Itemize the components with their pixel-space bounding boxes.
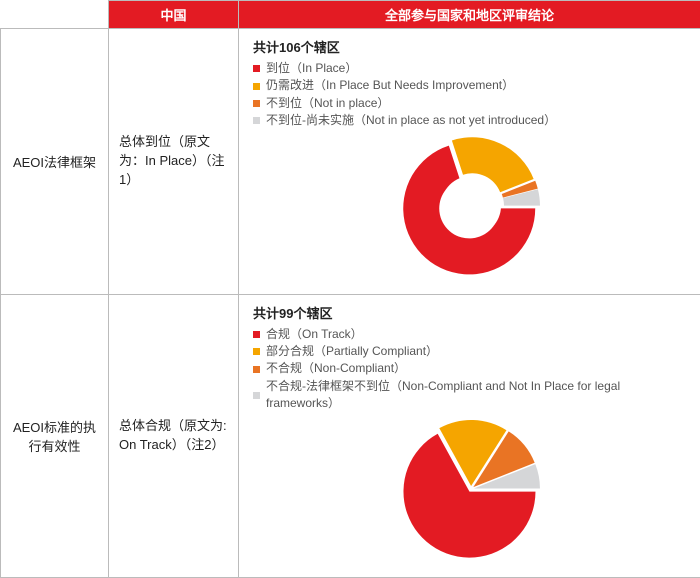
header-china: 中国	[109, 1, 239, 29]
global-conclusion: 共计99个辖区合规（On Track）部分合规（Partially Compli…	[239, 294, 700, 577]
china-conclusion: 总体合规（原文为: On Track）（注2）	[109, 294, 239, 577]
legend-swatch	[253, 100, 260, 107]
legend-swatch	[253, 348, 260, 355]
legend-label: 部分合规（Partially Compliant）	[266, 343, 438, 360]
table-row: AEOI标准的执行有效性总体合规（原文为: On Track）（注2）共计99个…	[1, 294, 700, 577]
chart-wrap	[253, 417, 688, 567]
legend-label: 不到位-尚未实施（Not in place as not yet introdu…	[266, 112, 556, 129]
table-row: AEOI法律框架总体到位（原文为：In Place）（注1）共计106个辖区到位…	[1, 29, 700, 295]
legend-label: 合规（On Track）	[266, 326, 363, 343]
legend: 合规（On Track）部分合规（Partially Compliant）不合规…	[253, 326, 688, 413]
legend-swatch	[253, 83, 260, 90]
legend-item: 不合规（Non-Compliant）	[253, 360, 688, 377]
row-label: AEOI标准的执行有效性	[1, 294, 109, 577]
donut-hole	[441, 176, 501, 236]
legend-item: 部分合规（Partially Compliant）	[253, 343, 688, 360]
row-label: AEOI法律框架	[1, 29, 109, 295]
legend-label: 不合规（Non-Compliant）	[266, 360, 406, 377]
chart-wrap	[253, 134, 688, 284]
legend-label: 不合规-法律框架不到位（Non-Compliant and Not In Pla…	[266, 378, 688, 413]
legend-item: 到位（In Place）	[253, 60, 688, 77]
donut-chart	[385, 134, 557, 284]
legend-item: 合规（On Track）	[253, 326, 688, 343]
legend-swatch	[253, 117, 260, 124]
legend-swatch	[253, 392, 260, 399]
legend: 到位（In Place）仍需改进（In Place But Needs Impr…	[253, 60, 688, 130]
header-conclusion: 全部参与国家和地区评审结论	[239, 1, 700, 29]
subtitle: 共计106个辖区	[253, 37, 688, 56]
legend-swatch	[253, 65, 260, 72]
legend-label: 仍需改进（In Place But Needs Improvement）	[266, 77, 514, 94]
subtitle: 共计99个辖区	[253, 303, 688, 322]
legend-item: 不到位-尚未实施（Not in place as not yet introdu…	[253, 112, 688, 129]
pie-chart	[385, 417, 557, 567]
legend-label: 到位（In Place）	[266, 60, 357, 77]
legend-item: 不到位（Not in place）	[253, 95, 688, 112]
aeoi-table: 中国 全部参与国家和地区评审结论 AEOI法律框架总体到位（原文为：In Pla…	[0, 0, 700, 578]
global-conclusion: 共计106个辖区到位（In Place）仍需改进（In Place But Ne…	[239, 29, 700, 295]
legend-swatch	[253, 331, 260, 338]
legend-item: 不合规-法律框架不到位（Non-Compliant and Not In Pla…	[253, 378, 688, 413]
legend-item: 仍需改进（In Place But Needs Improvement）	[253, 77, 688, 94]
legend-swatch	[253, 366, 260, 373]
legend-label: 不到位（Not in place）	[266, 95, 389, 112]
header-blank	[1, 1, 109, 29]
china-conclusion: 总体到位（原文为：In Place）（注1）	[109, 29, 239, 295]
